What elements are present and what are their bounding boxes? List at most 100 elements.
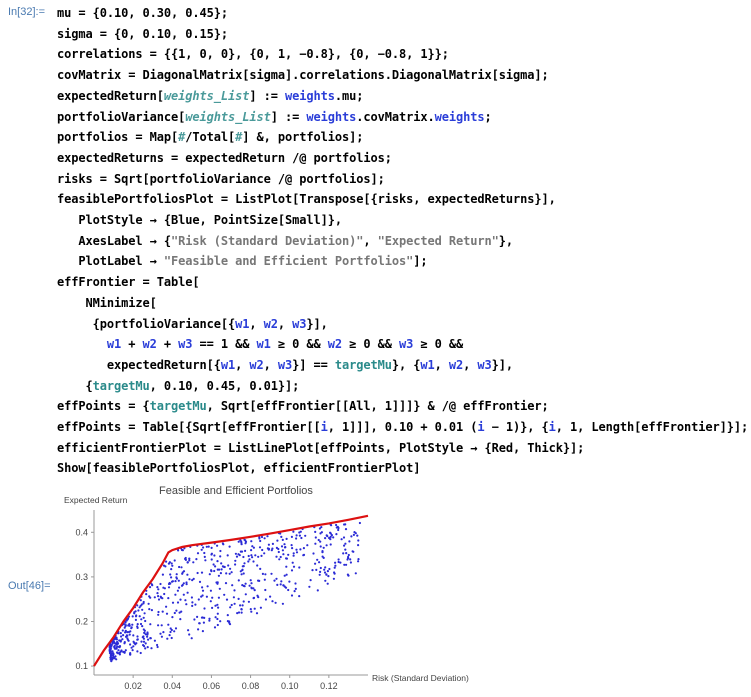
code-token: , 1, Length[effFrontier]}]; [555, 420, 749, 434]
scatter-point [333, 571, 336, 574]
code-token: .covMatrix. [356, 109, 435, 124]
code-token: weights_List [163, 88, 250, 103]
scatter-point [190, 637, 193, 640]
scatter-point [304, 534, 307, 537]
scatter-point [284, 586, 288, 589]
code-token: expectedReturn[ [57, 88, 164, 103]
scatter-point [160, 624, 163, 627]
scatter-point [110, 654, 113, 657]
code-token: i [548, 420, 556, 434]
scatter-point [197, 628, 200, 631]
scatter-point [281, 602, 284, 605]
scatter-point [261, 548, 264, 552]
scatter-point [169, 573, 172, 576]
scatter-point [220, 562, 223, 565]
code-token: risks = Sqrt[portfolioVariance /@ portfo… [57, 171, 385, 186]
scatter-point [184, 558, 187, 562]
scatter-point [156, 643, 159, 647]
scatter-point [316, 589, 319, 592]
scatter-point [275, 546, 278, 550]
scatter-point [324, 566, 327, 569]
scatter-point [153, 596, 156, 599]
scatter-point [146, 646, 149, 649]
code-token: "Risk (Standard Deviation)" [171, 233, 364, 248]
code-token: , [434, 357, 449, 372]
scatter-point [120, 635, 123, 638]
scatter-point [163, 587, 166, 590]
code-token: w1 [106, 337, 122, 352]
scatter-point [134, 610, 137, 613]
code-token: , [263, 357, 278, 372]
scatter-point [184, 556, 187, 560]
code-token: ≥ 0 && [413, 337, 464, 352]
code-token: w3 [277, 357, 293, 372]
scatter-point [180, 584, 184, 587]
y-tick-label: 0.3 [75, 572, 88, 582]
scatter-point [170, 576, 173, 579]
scatter-point [147, 638, 150, 641]
scatter-point [278, 558, 281, 561]
scatter-point [237, 579, 240, 582]
code-token: { [57, 378, 93, 393]
scatter-point [216, 617, 219, 621]
scatter-point [350, 535, 353, 538]
scatter-point [148, 595, 151, 598]
scatter-point [314, 530, 317, 534]
scatter-point [258, 537, 261, 540]
scatter-point [212, 563, 215, 566]
scatter-point [196, 615, 199, 619]
scatter-point [136, 638, 139, 641]
scatter-point [330, 534, 333, 537]
scatter-point [337, 560, 340, 564]
scatter-point [342, 552, 345, 555]
scatter-point [144, 642, 147, 645]
scatter-point [319, 540, 322, 543]
scatter-point [295, 548, 298, 551]
scatter-point [182, 593, 185, 596]
code-line: portfolioVariance[weights_List] := weigh… [57, 110, 492, 124]
code-token: , [249, 316, 264, 331]
scatter-point [111, 650, 114, 653]
scatter-point [282, 553, 285, 556]
scatter-point [349, 558, 352, 561]
code-line: expectedReturn[{w1, w2, w3}] == targetMu… [57, 358, 513, 372]
scatter-point [165, 605, 168, 608]
scatter-point [125, 619, 128, 622]
scatter-point [114, 655, 117, 658]
scatter-point [240, 573, 243, 576]
scatter-point [248, 558, 251, 561]
scatter-point [206, 585, 209, 588]
scatter-point [240, 550, 244, 553]
scatter-point [314, 562, 317, 565]
scatter-point [326, 570, 329, 573]
scatter-point [257, 579, 260, 582]
scatter-point [344, 548, 347, 551]
scatter-point [121, 629, 124, 632]
scatter-point [200, 595, 203, 598]
scatter-point [137, 609, 140, 612]
scatter-point [211, 606, 214, 610]
scatter-point [139, 599, 142, 602]
code-token: w1 [235, 316, 250, 331]
scatter-point [185, 583, 188, 586]
x-tick-label: 0.10 [281, 681, 299, 691]
scatter-point [143, 645, 146, 648]
scatter-point [182, 582, 185, 585]
scatter-point [216, 612, 219, 615]
y-tick-label: 0.2 [75, 616, 88, 626]
scatter-point [109, 656, 112, 659]
scatter-point [182, 570, 186, 573]
scatter-point [252, 560, 255, 563]
scatter-point [167, 623, 170, 626]
scatter-point [220, 568, 223, 571]
scatter-point [214, 604, 217, 607]
code-token: sigma = {0, 0.10, 0.15}; [57, 26, 228, 41]
scatter-point [237, 540, 240, 543]
scatter-point [169, 630, 172, 634]
scatter-point [233, 589, 236, 592]
scatter-point [335, 533, 338, 536]
code-token: PlotStyle → {Blue, PointSize[Small]}, [57, 213, 342, 227]
scatter-point [298, 566, 301, 569]
scatter-point [234, 563, 237, 566]
scatter-point [351, 550, 354, 553]
